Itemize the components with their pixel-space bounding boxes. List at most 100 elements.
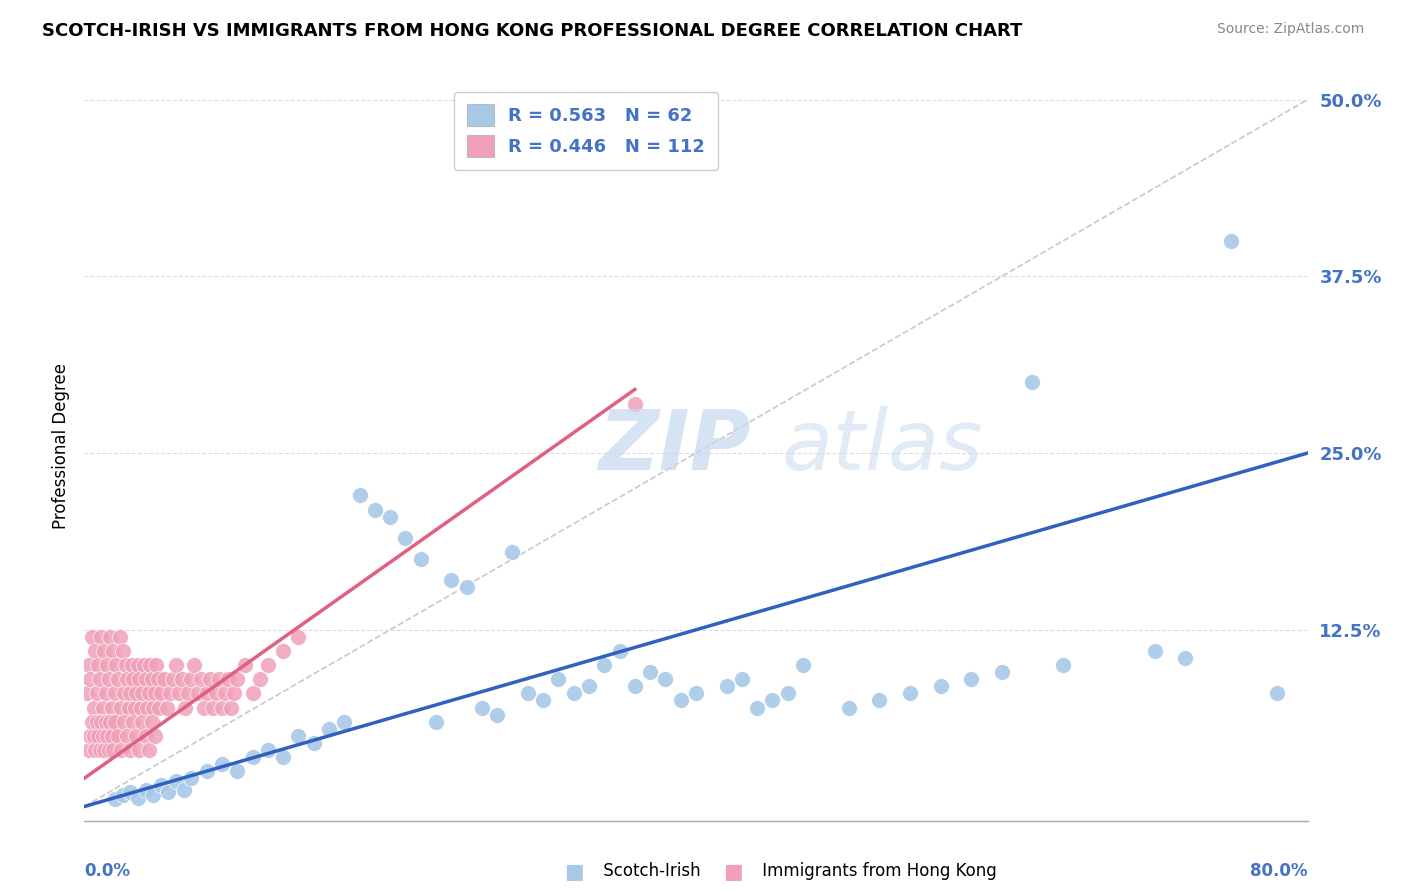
Point — [502, 545, 524, 559]
Point — [287, 729, 309, 743]
Point — [217, 673, 239, 687]
Point — [271, 644, 294, 658]
Point — [214, 686, 236, 700]
Point — [142, 700, 165, 714]
Point — [242, 686, 264, 700]
Point — [380, 509, 402, 524]
Point — [96, 658, 118, 673]
Point — [131, 714, 153, 729]
Point — [257, 743, 280, 757]
Point — [98, 630, 121, 644]
Point — [141, 673, 163, 687]
Point — [193, 700, 215, 714]
Point — [761, 693, 783, 707]
Point — [145, 658, 167, 673]
Point — [132, 658, 155, 673]
Point — [104, 686, 127, 700]
Point — [91, 700, 114, 714]
Point — [89, 743, 111, 757]
Point — [131, 686, 153, 700]
Point — [138, 686, 160, 700]
Point — [159, 686, 181, 700]
Point — [87, 658, 110, 673]
Point — [349, 488, 371, 502]
Point — [609, 644, 631, 658]
Point — [516, 686, 538, 700]
Point — [654, 673, 676, 687]
Point — [105, 658, 128, 673]
Point — [77, 743, 100, 757]
Point — [87, 729, 110, 743]
Point — [120, 743, 142, 757]
Point — [149, 686, 172, 700]
Point — [486, 707, 509, 722]
Point — [148, 700, 170, 714]
Text: Source: ZipAtlas.com: Source: ZipAtlas.com — [1216, 22, 1364, 37]
Point — [83, 729, 105, 743]
Point — [173, 782, 195, 797]
Point — [120, 686, 142, 700]
Point — [146, 673, 169, 687]
Point — [224, 686, 246, 700]
Point — [122, 673, 145, 687]
Point — [195, 764, 218, 779]
Point — [425, 714, 447, 729]
Point — [1220, 234, 1243, 248]
Point — [103, 743, 125, 757]
Point — [195, 686, 218, 700]
Text: Immigrants from Hong Kong: Immigrants from Hong Kong — [758, 862, 997, 880]
Point — [153, 673, 176, 687]
Point — [149, 778, 172, 792]
Point — [107, 673, 129, 687]
Point — [128, 743, 150, 757]
Point — [669, 693, 692, 707]
Point — [180, 771, 202, 785]
Point — [1143, 644, 1166, 658]
Point — [112, 714, 135, 729]
Point — [118, 700, 141, 714]
Point — [869, 693, 891, 707]
Point — [165, 658, 187, 673]
Point — [98, 714, 121, 729]
Point — [157, 785, 180, 799]
Point — [201, 700, 224, 714]
Point — [318, 722, 340, 736]
Point — [271, 750, 294, 764]
Point — [103, 644, 125, 658]
Point — [242, 750, 264, 764]
Point — [107, 729, 129, 743]
Point — [124, 700, 146, 714]
Point — [364, 502, 387, 516]
Point — [257, 658, 280, 673]
Point — [127, 658, 149, 673]
Point — [249, 673, 271, 687]
Point — [211, 757, 233, 772]
Point — [456, 580, 478, 594]
Point — [104, 714, 127, 729]
Point — [122, 714, 145, 729]
Text: 80.0%: 80.0% — [1250, 862, 1308, 880]
Point — [177, 686, 200, 700]
Point — [127, 791, 149, 805]
Point — [83, 700, 105, 714]
Point — [960, 673, 983, 687]
Point — [94, 714, 117, 729]
Point — [86, 714, 108, 729]
Point — [167, 686, 190, 700]
Point — [624, 679, 647, 693]
Point — [110, 700, 132, 714]
Point — [685, 686, 707, 700]
Point — [1052, 658, 1074, 673]
Legend: R = 0.563   N = 62, R = 0.446   N = 112: R = 0.563 N = 62, R = 0.446 N = 112 — [454, 92, 718, 170]
Point — [129, 700, 152, 714]
Point — [79, 673, 101, 687]
Point — [578, 679, 600, 693]
Point — [991, 665, 1014, 680]
Point — [125, 686, 148, 700]
Point — [211, 700, 233, 714]
Point — [97, 743, 120, 757]
Point — [183, 658, 205, 673]
Point — [226, 764, 249, 779]
Point — [165, 774, 187, 789]
Point — [93, 644, 115, 658]
